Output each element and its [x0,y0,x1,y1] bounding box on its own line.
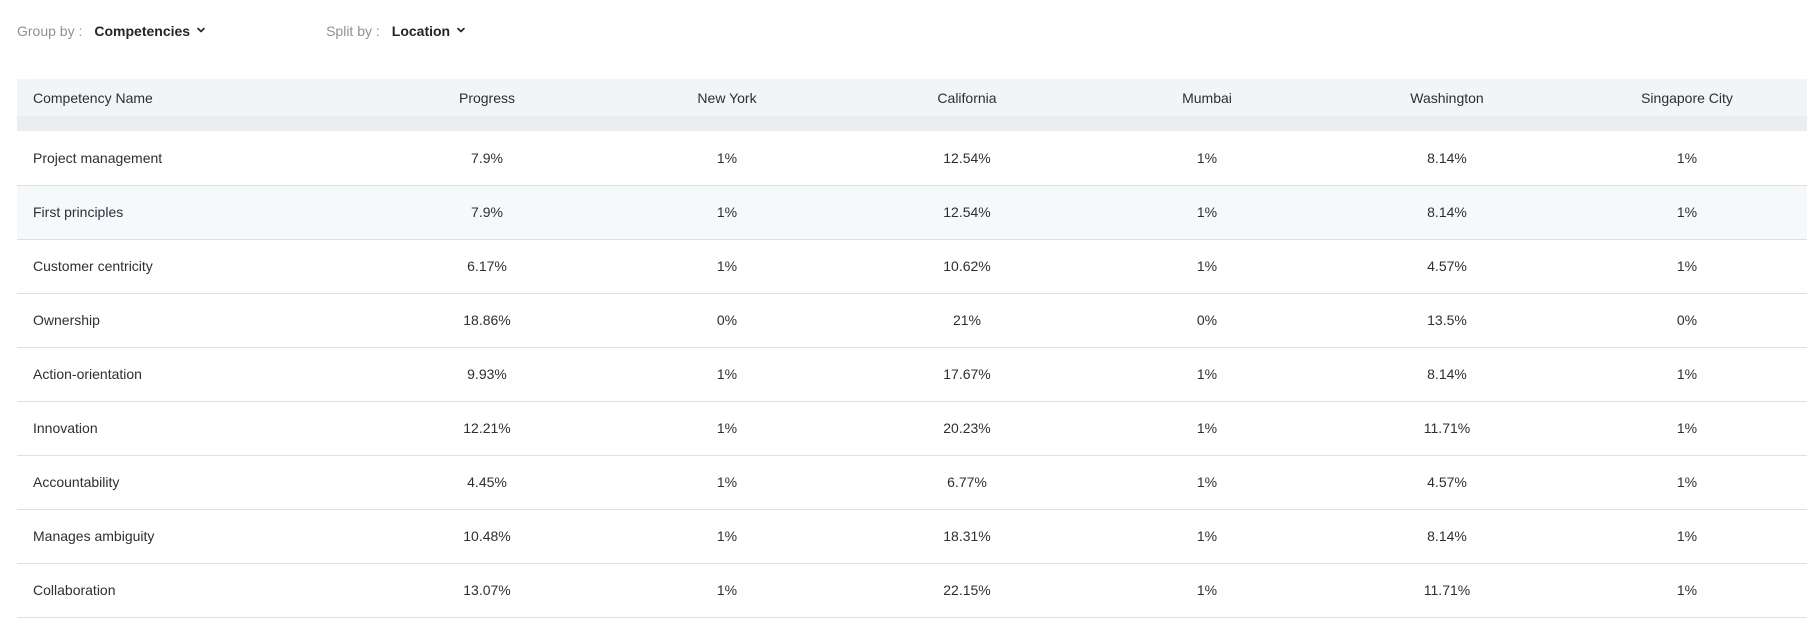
value-cell: 4.57% [1327,239,1567,294]
value-cell: 1% [607,563,847,618]
value-cell: 1% [607,239,847,294]
table-row[interactable]: Collaboration 13.07% 1% 22.15% 1% 11.71% 1% [17,563,1807,618]
table-row[interactable]: Project management 7.9% 1% 12.54% 1% 8.14% 1% [17,131,1807,186]
column-header-mumbai[interactable]: Mumbai [1087,79,1327,116]
value-cell: 10.48% [367,509,607,564]
value-cell: 17.67% [847,347,1087,402]
chevron-down-icon [456,25,466,35]
table-row[interactable]: Action-orientation 9.93% 1% 17.67% 1% 8.14% 1% [17,347,1807,402]
value-cell: 1% [1087,401,1327,456]
value-cell: 8.14% [1327,185,1567,240]
value-cell: 1% [1567,563,1807,618]
table-row[interactable]: Innovation 12.21% 1% 20.23% 1% 11.71% 1% [17,401,1807,456]
value-cell: 10.62% [847,239,1087,294]
group-by-control: Group by : Competencies [17,23,206,39]
competency-name-cell: Manages ambiguity [17,509,367,564]
value-cell: 1% [607,509,847,564]
column-header-progress[interactable]: Progress [367,79,607,116]
column-header-singapore-city[interactable]: Singapore City [1567,79,1807,116]
group-by-label: Group by : [17,23,83,39]
toolbar: Group by : Competencies Split by : Locat… [17,0,1807,62]
split-by-control: Split by : Location [326,23,466,39]
column-header-washington[interactable]: Washington [1327,79,1567,116]
value-cell: 11.71% [1327,401,1567,456]
value-cell: 1% [607,131,847,186]
competency-name-cell: Customer centricity [17,239,367,294]
value-cell: 1% [1567,347,1807,402]
chevron-down-icon [196,25,206,35]
value-cell: 12.54% [847,131,1087,186]
value-cell: 1% [1087,509,1327,564]
value-cell: 8.14% [1327,509,1567,564]
value-cell: 1% [1087,185,1327,240]
value-cell: 1% [1567,401,1807,456]
split-by-label: Split by : [326,23,380,39]
value-cell: 12.54% [847,185,1087,240]
column-header-competency-name[interactable]: Competency Name [17,79,367,116]
value-cell: 8.14% [1327,347,1567,402]
table-row[interactable]: Customer centricity 6.17% 1% 10.62% 1% 4.57% 1… [17,239,1807,294]
competency-name-cell: Action-orientation [17,347,367,402]
competency-table-container: Competency Name Progress New York Califo… [17,79,1807,618]
value-cell: 20.23% [847,401,1087,456]
value-cell: 1% [607,455,847,510]
column-header-new-york[interactable]: New York [607,79,847,116]
competency-name-cell: Accountability [17,455,367,510]
value-cell: 0% [607,293,847,348]
value-cell: 12.21% [367,401,607,456]
value-cell: 6.17% [367,239,607,294]
value-cell: 1% [1087,239,1327,294]
group-by-value: Competencies [94,23,191,39]
competency-name-cell: Project management [17,131,367,186]
value-cell: 1% [1567,509,1807,564]
value-cell: 1% [607,401,847,456]
column-header-california[interactable]: California [847,79,1087,116]
split-by-value: Location [391,23,451,39]
value-cell: 1% [1087,563,1327,618]
competency-name-cell: Collaboration [17,563,367,618]
value-cell: 13.5% [1327,293,1567,348]
value-cell: 4.45% [367,455,607,510]
value-cell: 11.71% [1327,563,1567,618]
group-by-dropdown[interactable]: Competencies [94,23,206,39]
table-row[interactable]: Accountability 4.45% 1% 6.77% 1% 4.57% 1% [17,455,1807,510]
value-cell: 1% [1087,131,1327,186]
value-cell: 7.9% [367,185,607,240]
value-cell: 1% [1567,239,1807,294]
header-spacer [17,116,1807,131]
value-cell: 1% [1567,131,1807,186]
value-cell: 0% [1567,293,1807,348]
value-cell: 1% [1567,455,1807,510]
value-cell: 21% [847,293,1087,348]
table-row[interactable]: Manages ambiguity 10.48% 1% 18.31% 1% 8.14% 1% [17,509,1807,564]
split-by-dropdown[interactable]: Location [392,23,466,39]
value-cell: 9.93% [367,347,607,402]
competency-name-cell: Ownership [17,293,367,348]
value-cell: 7.9% [367,131,607,186]
competency-name-cell: First principles [17,185,367,240]
table-row[interactable]: Ownership 18.86% 0% 21% 0% 13.5% 0% [17,293,1807,348]
value-cell: 22.15% [847,563,1087,618]
value-cell: 8.14% [1327,131,1567,186]
value-cell: 18.86% [367,293,607,348]
value-cell: 1% [607,347,847,402]
table-row[interactable]: First principles 7.9% 1% 12.54% 1% 8.14% 1% [17,185,1807,240]
value-cell: 4.57% [1327,455,1567,510]
value-cell: 1% [1567,185,1807,240]
value-cell: 6.77% [847,455,1087,510]
value-cell: 13.07% [367,563,607,618]
table-header-row: Competency Name Progress New York Califo… [17,79,1807,116]
value-cell: 1% [607,185,847,240]
competency-name-cell: Innovation [17,401,367,456]
competency-table: Competency Name Progress New York Califo… [17,79,1807,618]
value-cell: 1% [1087,347,1327,402]
value-cell: 1% [1087,455,1327,510]
value-cell: 0% [1087,293,1327,348]
value-cell: 18.31% [847,509,1087,564]
